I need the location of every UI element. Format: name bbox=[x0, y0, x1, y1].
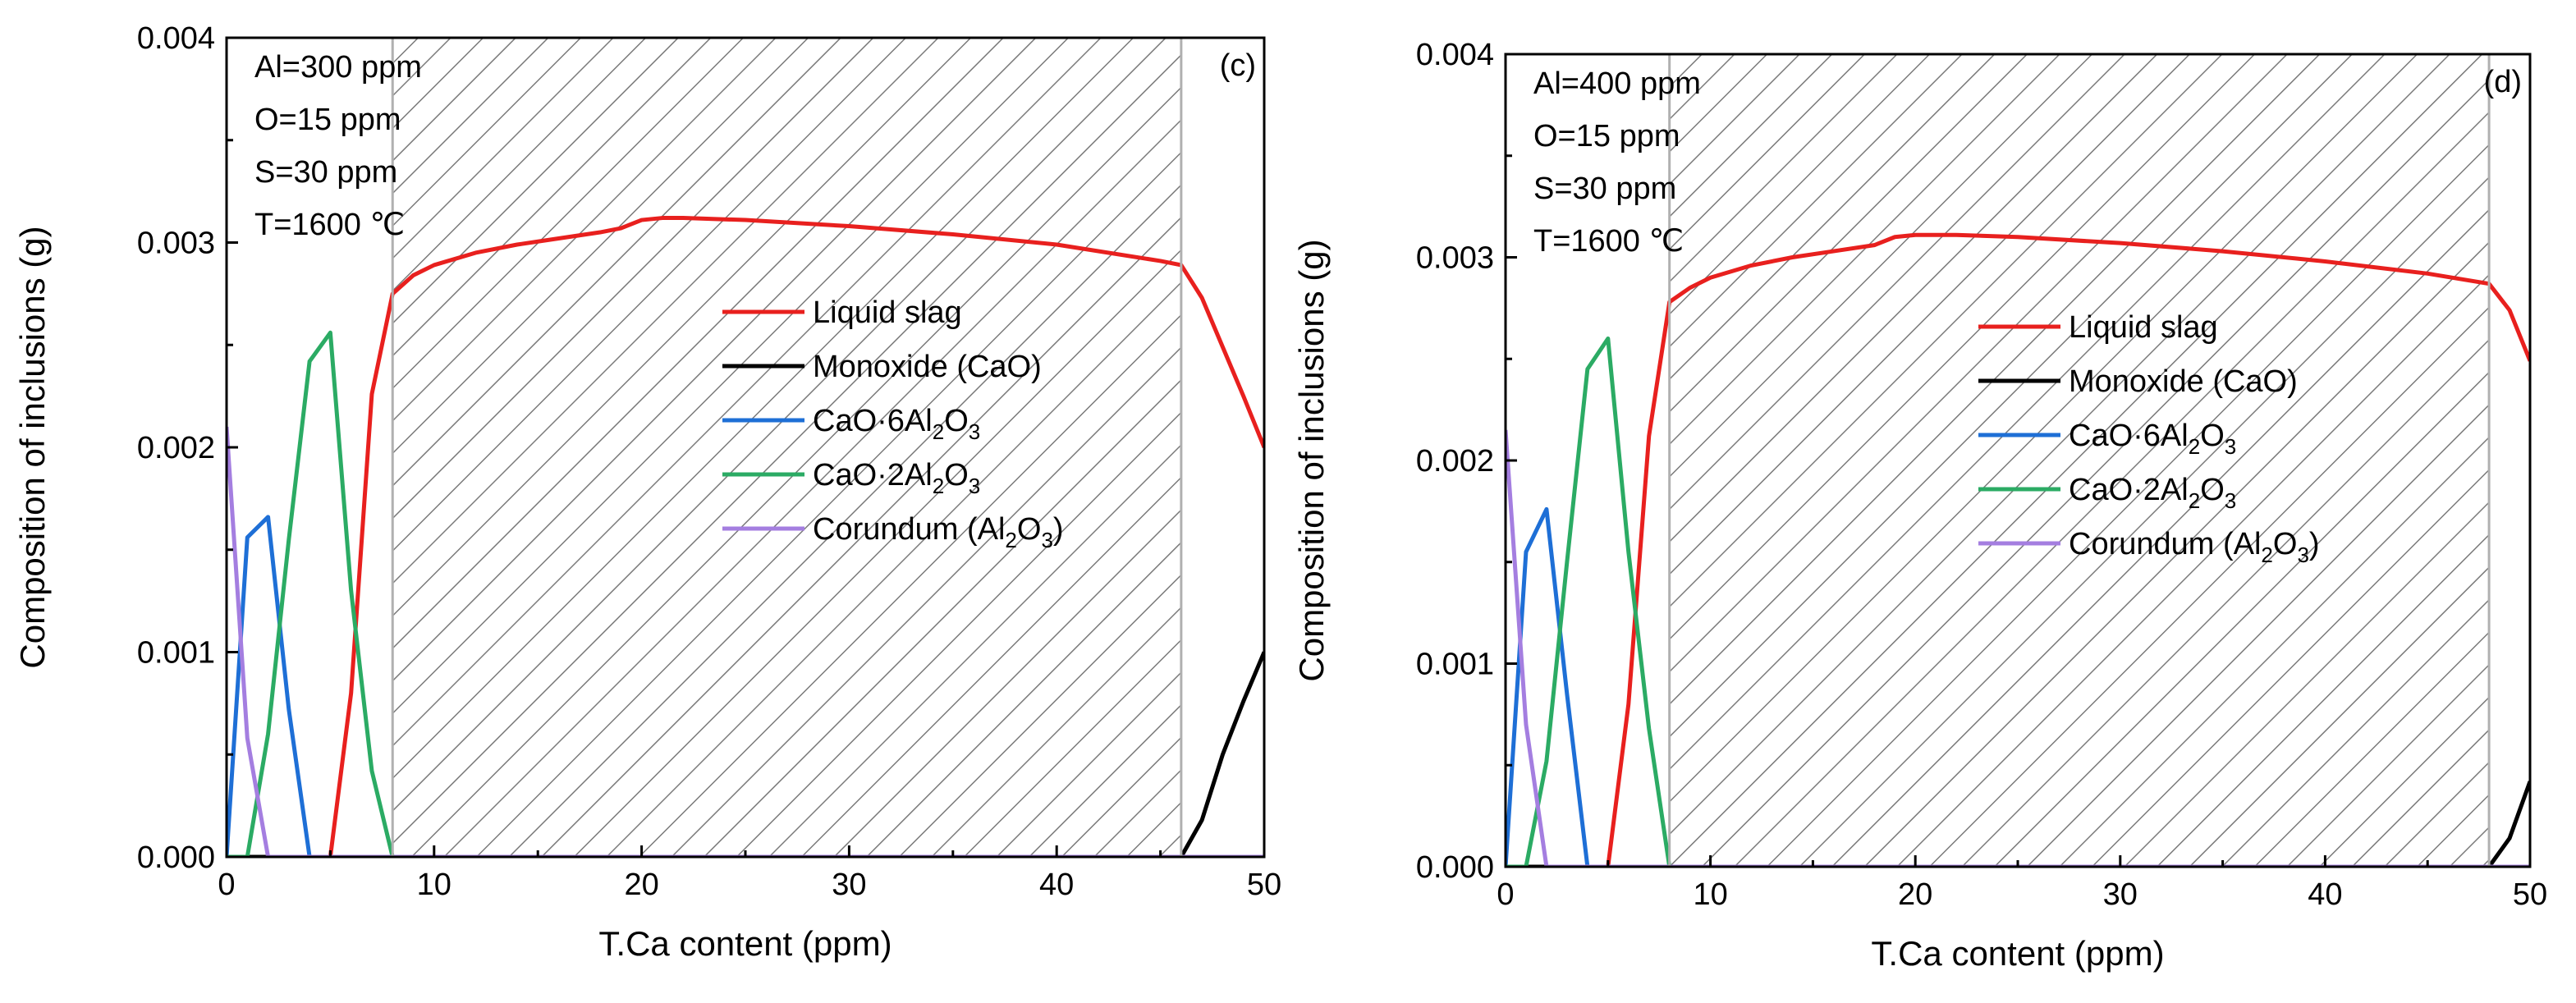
legend-label: Corundum (Al2O3) bbox=[2069, 527, 2320, 567]
legend-label: CaO·2Al2O3 bbox=[813, 458, 980, 498]
y-tick-label: 0.003 bbox=[1416, 241, 1494, 276]
condition-text: S=30 ppm bbox=[254, 155, 397, 190]
panel-label: (d) bbox=[2484, 65, 2522, 99]
x-tick-label: 10 bbox=[1693, 877, 1727, 912]
condition-text: S=30 ppm bbox=[1533, 172, 1676, 206]
y-tick-label: 0.002 bbox=[1416, 444, 1494, 479]
shaded-region bbox=[1669, 54, 2490, 867]
y-tick-label: 0.004 bbox=[137, 21, 215, 56]
series-line-4 bbox=[227, 426, 1264, 857]
condition-text: O=15 ppm bbox=[254, 103, 401, 137]
shaded-region bbox=[392, 38, 1181, 857]
series-line-1 bbox=[227, 651, 1264, 857]
x-tick-label: 30 bbox=[832, 868, 866, 902]
x-tick-label: 0 bbox=[218, 868, 235, 902]
x-axis-title: T.Ca content (ppm) bbox=[1871, 934, 2164, 973]
y-tick-label: 0.000 bbox=[1416, 850, 1494, 885]
x-tick-label: 40 bbox=[2308, 877, 2342, 912]
legend-label: Liquid slag bbox=[813, 295, 962, 330]
condition-text: O=15 ppm bbox=[1533, 119, 1680, 153]
legend-label: CaO·6Al2O3 bbox=[2069, 419, 2236, 459]
y-axis-title: Composition of inclusions (g) bbox=[1292, 239, 1331, 681]
series-line-0 bbox=[328, 216, 1264, 857]
x-tick-label: 20 bbox=[624, 868, 658, 902]
condition-text: T=1600 ℃ bbox=[254, 208, 405, 242]
condition-text: Al=400 ppm bbox=[1533, 66, 1701, 101]
x-tick-label: 30 bbox=[2103, 877, 2138, 912]
legend-label: Monoxide (CaO) bbox=[2069, 364, 2298, 399]
series-line-1 bbox=[1506, 781, 2530, 867]
legend-label: Monoxide (CaO) bbox=[813, 350, 1042, 384]
chart-panel-c: T.Ca content (ppm) Composition of inclus… bbox=[13, 21, 1281, 963]
x-axis-title: T.Ca content (ppm) bbox=[598, 924, 892, 963]
x-tick-label: 0 bbox=[1497, 877, 1514, 912]
chart-panel-d: T.Ca content (ppm) Composition of inclus… bbox=[1292, 38, 2547, 973]
series-line-2 bbox=[227, 515, 1264, 857]
y-tick-label: 0.000 bbox=[137, 840, 215, 875]
condition-text: T=1600 ℃ bbox=[1533, 224, 1684, 259]
legend-label: CaO·6Al2O3 bbox=[813, 404, 980, 444]
x-tick-label: 50 bbox=[1247, 868, 1281, 902]
condition-text: Al=300 ppm bbox=[254, 50, 422, 85]
series-line-2 bbox=[1506, 506, 2530, 867]
panel-label: (c) bbox=[1220, 48, 1256, 83]
y-tick-label: 0.002 bbox=[137, 431, 215, 465]
legend-label: Corundum (Al2O3) bbox=[813, 512, 1064, 552]
x-tick-label: 10 bbox=[417, 868, 451, 902]
legend-label: Liquid slag bbox=[2069, 310, 2218, 345]
y-tick-label: 0.001 bbox=[1416, 648, 1494, 682]
series-line-4 bbox=[1506, 429, 2530, 867]
y-axis-title: Composition of inclusions (g) bbox=[13, 226, 52, 668]
x-tick-label: 40 bbox=[1039, 868, 1074, 902]
y-tick-label: 0.003 bbox=[137, 227, 215, 261]
y-tick-label: 0.004 bbox=[1416, 38, 1494, 72]
x-tick-label: 50 bbox=[2513, 877, 2547, 912]
x-tick-label: 20 bbox=[1898, 877, 1932, 912]
series-line-3 bbox=[1506, 337, 2530, 867]
legend-label: CaO·2Al2O3 bbox=[2069, 473, 2236, 513]
series-line-0 bbox=[1606, 232, 2530, 867]
y-tick-label: 0.001 bbox=[137, 636, 215, 671]
